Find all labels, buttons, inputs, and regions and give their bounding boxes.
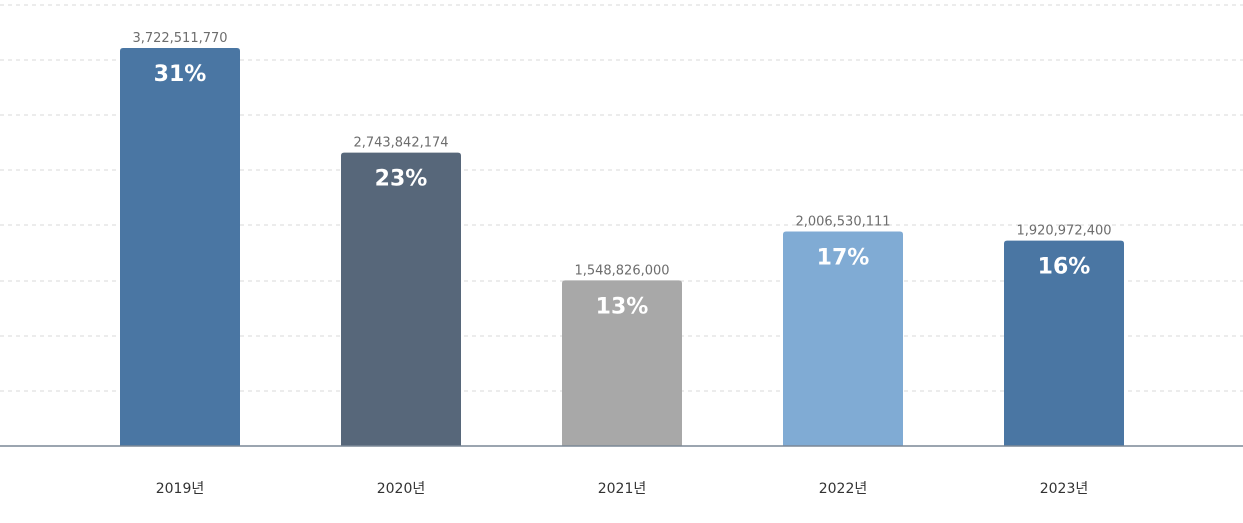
bar-value-label: 2,743,842,174 [353,136,448,151]
bar-value-label: 3,722,511,770 [132,31,227,46]
bar-percent-label: 16% [1038,255,1091,280]
bar-value-label: 1,548,826,000 [574,263,669,278]
bars: 3,722,511,770 31% 2,743,842,174 23% 1,548,82… [120,31,1124,446]
bar-value-label: 2,006,530,111 [795,214,890,229]
bar-value-label: 1,920,972,400 [1016,224,1111,239]
x-axis-labels: 2019년 2020년 2021년 2022년 2023년 [156,481,1089,497]
bar [562,280,682,446]
x-axis-tick-label: 2023년 [1040,481,1089,497]
x-axis-tick-label: 2021년 [598,481,647,497]
x-axis-tick-label: 2020년 [377,481,426,497]
bar [120,48,240,446]
bar-percent-label: 17% [817,245,870,270]
x-axis-tick-label: 2019년 [156,481,205,497]
bar [341,152,461,446]
x-axis-tick-label: 2022년 [819,481,868,497]
bar [783,231,903,446]
bar-percent-label: 31% [154,62,207,87]
bar-percent-label: 13% [596,294,649,319]
bar-percent-label: 23% [375,167,428,192]
bar [1004,240,1124,446]
